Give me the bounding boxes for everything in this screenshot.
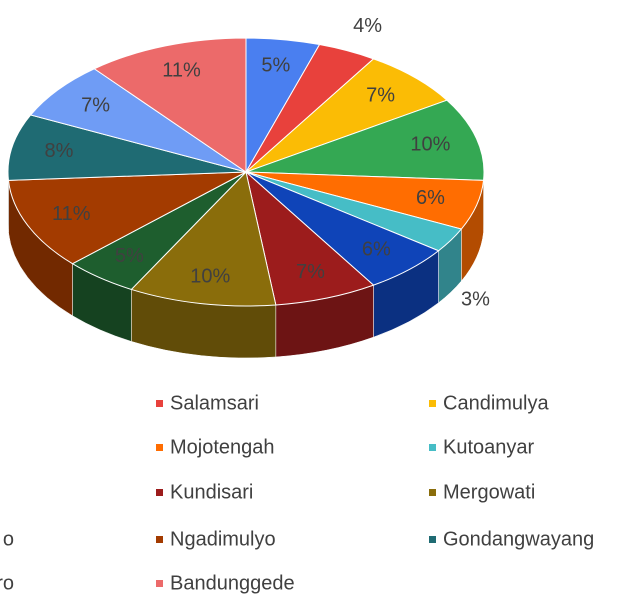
data-label: 10% bbox=[410, 134, 450, 156]
legend-swatch bbox=[429, 400, 436, 407]
slice bbox=[130, 170, 277, 307]
legend-label: ro bbox=[0, 572, 14, 594]
data-label: 11% bbox=[162, 59, 201, 81]
legend-label: Candimulya bbox=[443, 392, 549, 414]
legend-label: Kutoanyar bbox=[443, 436, 535, 458]
data-label: 3% bbox=[461, 289, 490, 311]
legend-swatch bbox=[156, 400, 163, 407]
data-label: 11% bbox=[52, 203, 91, 225]
legend-swatch bbox=[429, 536, 436, 543]
legend-label: o bbox=[3, 528, 14, 550]
data-label: 7% bbox=[366, 84, 395, 106]
legend-swatch bbox=[156, 489, 163, 496]
legend-label: Gondangwayang bbox=[443, 528, 594, 550]
data-label: 10% bbox=[190, 266, 230, 288]
data-label: 5% bbox=[115, 245, 144, 267]
legend-swatch bbox=[156, 444, 163, 451]
legend-label: Mergowati bbox=[443, 481, 535, 503]
legend-label: Bandunggede bbox=[170, 572, 295, 594]
legend-swatch bbox=[429, 444, 436, 451]
legend-label: Ngadimulyo bbox=[170, 528, 276, 550]
data-label: 8% bbox=[45, 140, 74, 162]
slice bbox=[7, 171, 247, 265]
legend-swatch bbox=[156, 580, 163, 587]
data-label: 4% bbox=[353, 15, 382, 37]
data-label: 6% bbox=[362, 238, 391, 260]
legend-label: Mojotengah bbox=[170, 436, 275, 458]
legend-label: Kundisari bbox=[170, 481, 253, 503]
legend-swatch bbox=[156, 536, 163, 543]
data-label: 5% bbox=[261, 54, 290, 76]
legend-swatch bbox=[429, 489, 436, 496]
data-label: 7% bbox=[81, 95, 110, 117]
slice bbox=[245, 170, 375, 306]
slice bbox=[29, 68, 247, 173]
data-label: 6% bbox=[416, 187, 445, 209]
slice bbox=[245, 58, 448, 173]
slice bbox=[245, 99, 485, 181]
legend-label: Salamsari bbox=[170, 392, 259, 414]
slice bbox=[7, 114, 247, 181]
data-label: 7% bbox=[296, 261, 325, 283]
slice bbox=[93, 37, 247, 173]
